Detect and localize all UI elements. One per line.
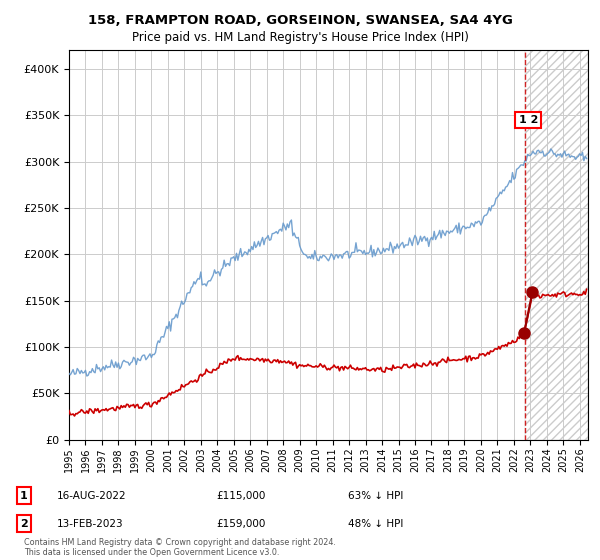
Text: 1 2: 1 2: [518, 115, 538, 125]
Text: 2: 2: [20, 519, 28, 529]
Text: 1: 1: [20, 491, 28, 501]
Text: 63% ↓ HPI: 63% ↓ HPI: [348, 491, 403, 501]
Text: 16-AUG-2022: 16-AUG-2022: [57, 491, 127, 501]
Text: 13-FEB-2023: 13-FEB-2023: [57, 519, 124, 529]
Text: 158, FRAMPTON ROAD, GORSEINON, SWANSEA, SA4 4YG: 158, FRAMPTON ROAD, GORSEINON, SWANSEA, …: [88, 14, 512, 27]
Text: Price paid vs. HM Land Registry's House Price Index (HPI): Price paid vs. HM Land Registry's House …: [131, 31, 469, 44]
Text: £159,000: £159,000: [216, 519, 265, 529]
Text: Contains HM Land Registry data © Crown copyright and database right 2024.
This d: Contains HM Land Registry data © Crown c…: [24, 538, 336, 557]
Text: 48% ↓ HPI: 48% ↓ HPI: [348, 519, 403, 529]
Text: £115,000: £115,000: [216, 491, 265, 501]
